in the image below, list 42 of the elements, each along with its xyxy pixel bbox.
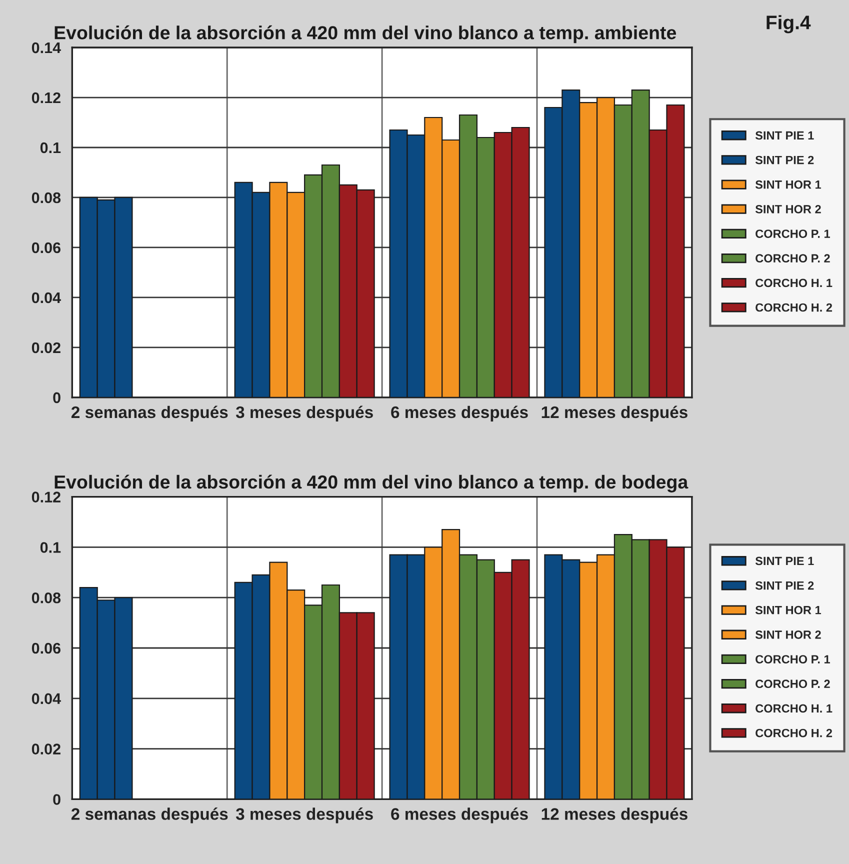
y-tick-label: 0.02	[32, 342, 60, 354]
x-tick-label: 3 meses después	[236, 808, 373, 824]
legend-label: SINT HOR 2	[755, 205, 821, 214]
legend-label: CORCHO P. 2	[756, 680, 830, 688]
y-tick-label: 0.04	[32, 292, 61, 304]
legend-label: CORCHO H. 1	[756, 278, 832, 288]
x-tick-label: 12 meses después	[542, 406, 688, 422]
chart-title: Evolución de la absorción a 420 mm del vino blanco a temp. de bodega	[54, 474, 688, 492]
x-tick-label: 6 meses después	[391, 808, 528, 824]
y-tick-label: 0.1	[40, 542, 61, 553]
y-tick-label: 0.02	[32, 744, 60, 754]
y-tick-label: 0.14	[32, 42, 61, 54]
y-tick-label: 0	[53, 794, 60, 805]
y-tick-label: 0.06	[32, 242, 61, 254]
legend-label: SINT HOR 1	[755, 180, 822, 189]
legend-label: CORCHO H. 2	[756, 728, 832, 738]
y-tick-label: 0.04	[32, 693, 61, 704]
x-tick-label: 3 meses después	[236, 406, 373, 422]
x-tick-label: 6 meses después	[391, 406, 528, 422]
x-tick-label: 2 semanas después	[71, 808, 228, 824]
legend-label: SINT HOR 2	[755, 630, 821, 639]
y-tick-label: 0	[53, 392, 60, 404]
legend-label: CORCHO P. 1	[756, 230, 830, 238]
legend-label: SINT PIE 1	[755, 131, 814, 140]
legend-label: SINT PIE 2	[755, 156, 814, 164]
legend-label: SINT PIE 1	[755, 556, 814, 566]
legend-label: CORCHO P. 2	[756, 254, 830, 263]
y-tick-label: 0.12	[32, 492, 60, 502]
y-tick-label: 0.12	[32, 92, 60, 104]
y-tick-label: 0.08	[32, 592, 61, 604]
chart-title: Evolución de la absorción a 420 mm del vino blanco a temp. ambiente	[54, 25, 676, 44]
y-tick-label: 0.06	[32, 642, 61, 654]
legend-label: CORCHO P. 1	[756, 655, 830, 664]
x-tick-label: 2 semanas después	[71, 406, 228, 422]
y-tick-label: 0.1	[40, 142, 61, 154]
legend-label: SINT HOR 1	[755, 606, 822, 614]
legend-label: SINT PIE 2	[755, 581, 814, 590]
legend-label: CORCHO H. 1	[756, 704, 832, 713]
y-tick-label: 0.08	[32, 192, 61, 204]
x-tick-label: 12 meses después	[542, 808, 688, 824]
caption: Fig.4	[766, 15, 811, 34]
legend-label: CORCHO H. 2	[756, 303, 832, 312]
